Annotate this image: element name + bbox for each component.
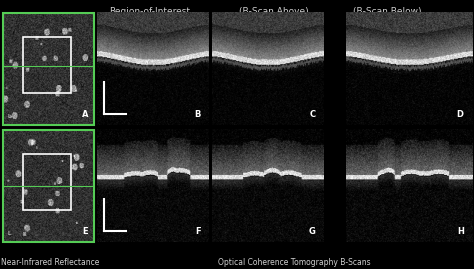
Text: B: B [194, 111, 201, 119]
Bar [23, 154, 71, 210]
Text: (B-Scan Below): (B-Scan Below) [354, 7, 422, 16]
Text: G: G [309, 228, 316, 236]
Text: D: D [457, 111, 464, 119]
Text: E: E [82, 228, 88, 236]
Text: C: C [310, 111, 316, 119]
Text: F: F [195, 228, 201, 236]
Text: H: H [457, 228, 464, 236]
Text: L: L [7, 114, 10, 119]
Text: Near-Infrared Reflectance: Near-Infrared Reflectance [0, 258, 99, 267]
Text: Optical Coherence Tomography B-Scans: Optical Coherence Tomography B-Scans [218, 258, 370, 267]
Text: L: L [7, 231, 10, 236]
Text: Region-of-Interest: Region-of-Interest [109, 7, 190, 16]
Bar [23, 37, 71, 93]
Text: (B-Scan Above): (B-Scan Above) [239, 7, 309, 16]
Text: A: A [82, 111, 88, 119]
